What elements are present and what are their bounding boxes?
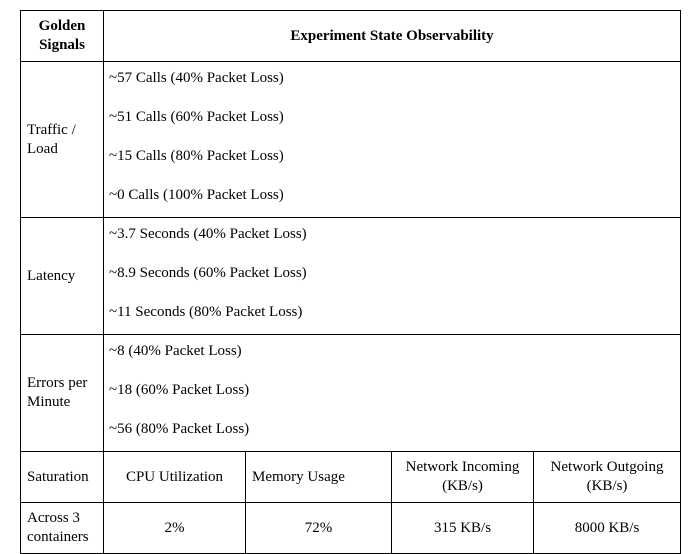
table-header-row: Golden Signals Experiment State Observab… <box>20 10 682 62</box>
traffic-values: ~57 Calls (40% Packet Loss) ~51 Calls (6… <box>102 61 682 218</box>
table-row-containers: Across 3 containers 2% 72% 315 KB/s 8000… <box>20 502 682 554</box>
network-incoming-value: 315 KB/s <box>391 502 534 554</box>
row-label-containers: Across 3 containers <box>20 502 104 554</box>
memory-value: 72% <box>245 502 392 554</box>
latency-values: ~3.7 Seconds (40% Packet Loss) ~8.9 Seco… <box>102 217 682 335</box>
row-label-traffic: Traffic / Load <box>20 61 104 218</box>
row-label-errors: Errors per Minute <box>20 334 104 452</box>
latency-line: ~11 Seconds (80% Packet Loss) <box>109 304 303 320</box>
table-row-errors: Errors per Minute ~8 (40% Packet Loss) ~… <box>20 334 682 452</box>
table-row-traffic: Traffic / Load ~57 Calls (40% Packet Los… <box>20 61 682 218</box>
col-memory-usage: Memory Usage <box>245 451 392 503</box>
cpu-value: 2% <box>103 502 246 554</box>
col-network-incoming: Network Incoming (KB/s) <box>391 451 534 503</box>
golden-signals-table: Golden Signals Experiment State Observab… <box>20 10 682 554</box>
latency-line: ~3.7 Seconds (40% Packet Loss) <box>109 226 307 242</box>
row-label-saturation: Saturation <box>20 451 104 503</box>
errors-line: ~18 (60% Packet Loss) <box>109 382 250 398</box>
col-cpu-utilization: CPU Utilization <box>103 451 246 503</box>
traffic-line: ~15 Calls (80% Packet Loss) <box>109 148 284 164</box>
latency-line: ~8.9 Seconds (60% Packet Loss) <box>109 265 307 281</box>
table-row-saturation: Saturation CPU Utilization Memory Usage … <box>20 451 682 503</box>
errors-line: ~8 (40% Packet Loss) <box>109 343 242 359</box>
traffic-line: ~0 Calls (100% Packet Loss) <box>109 187 284 203</box>
errors-line: ~56 (80% Packet Loss) <box>109 421 250 437</box>
errors-values: ~8 (40% Packet Loss) ~18 (60% Packet Los… <box>102 334 682 452</box>
table-row-latency: Latency ~3.7 Seconds (40% Packet Loss) ~… <box>20 217 682 335</box>
row-label-latency: Latency <box>20 217 104 335</box>
traffic-line: ~51 Calls (60% Packet Loss) <box>109 109 284 125</box>
network-outgoing-value: 8000 KB/s <box>532 502 682 554</box>
header-experiment-state: Experiment State Observability <box>102 10 682 62</box>
col-network-outgoing: Network Outgoing (KB/s) <box>532 451 682 503</box>
traffic-line: ~57 Calls (40% Packet Loss) <box>109 70 284 86</box>
header-golden-signals: Golden Signals <box>20 10 104 62</box>
